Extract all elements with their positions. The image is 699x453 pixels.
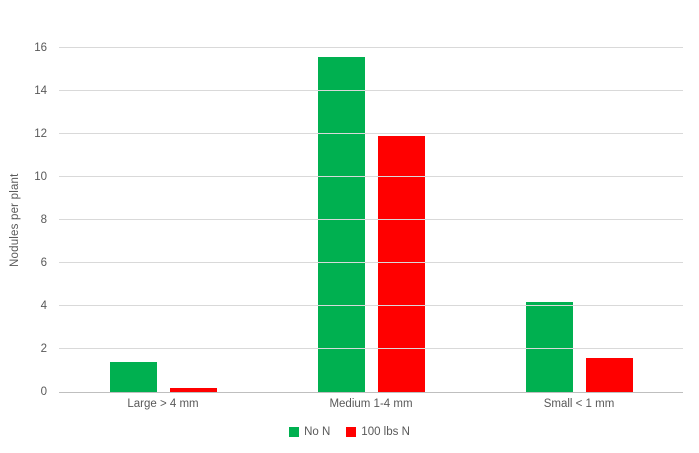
bar-no-n <box>525 301 573 392</box>
bar-groups <box>59 48 683 392</box>
y-axis-tick-label: 14 <box>34 84 47 97</box>
bar-100-lbs-n <box>377 136 425 392</box>
legend-label: 100 lbs N <box>361 426 410 438</box>
legend-item: 100 lbs N <box>346 426 410 438</box>
y-axis-tick-label: 2 <box>40 342 47 355</box>
x-axis-label: Small < 1 mm <box>543 398 615 410</box>
legend: No N 100 lbs N <box>0 426 699 438</box>
gridline <box>59 348 683 349</box>
gridline <box>59 219 683 220</box>
legend-label: No N <box>304 426 331 438</box>
bar-group <box>267 48 475 392</box>
y-axis-tick-label: 10 <box>34 170 47 183</box>
legend-swatch-icon <box>346 427 357 437</box>
bar-group <box>475 48 683 392</box>
gridline <box>59 305 683 306</box>
y-axis-tick-label: 6 <box>40 256 47 269</box>
bar-no-n <box>109 361 157 392</box>
bar-100-lbs-n <box>585 357 633 392</box>
gridline <box>59 47 683 48</box>
bar-no-n <box>317 56 365 392</box>
x-axis-label: Large > 4 mm <box>127 398 199 410</box>
plot-area <box>59 47 683 393</box>
y-axis-tick-label: 4 <box>40 299 47 312</box>
gridline <box>59 262 683 263</box>
bar-100-lbs-n <box>169 387 217 392</box>
y-axis-tick-label: 8 <box>40 213 47 226</box>
bar-group <box>59 48 267 392</box>
y-axis-tick-label: 16 <box>34 41 47 54</box>
gridline <box>59 133 683 134</box>
y-axis-tick-label: 0 <box>40 385 47 398</box>
x-axis-labels: Large > 4 mm Medium 1-4 mm Small < 1 mm <box>59 398 683 410</box>
legend-item: No N <box>289 426 330 438</box>
gridline <box>59 90 683 91</box>
y-axis-tick-label: 12 <box>34 127 47 140</box>
y-axis-tick-labels: 0 2 4 6 8 10 12 14 16 <box>0 42 47 397</box>
legend-swatch-icon <box>289 427 300 437</box>
gridline <box>59 176 683 177</box>
x-axis-label: Medium 1-4 mm <box>329 398 413 410</box>
